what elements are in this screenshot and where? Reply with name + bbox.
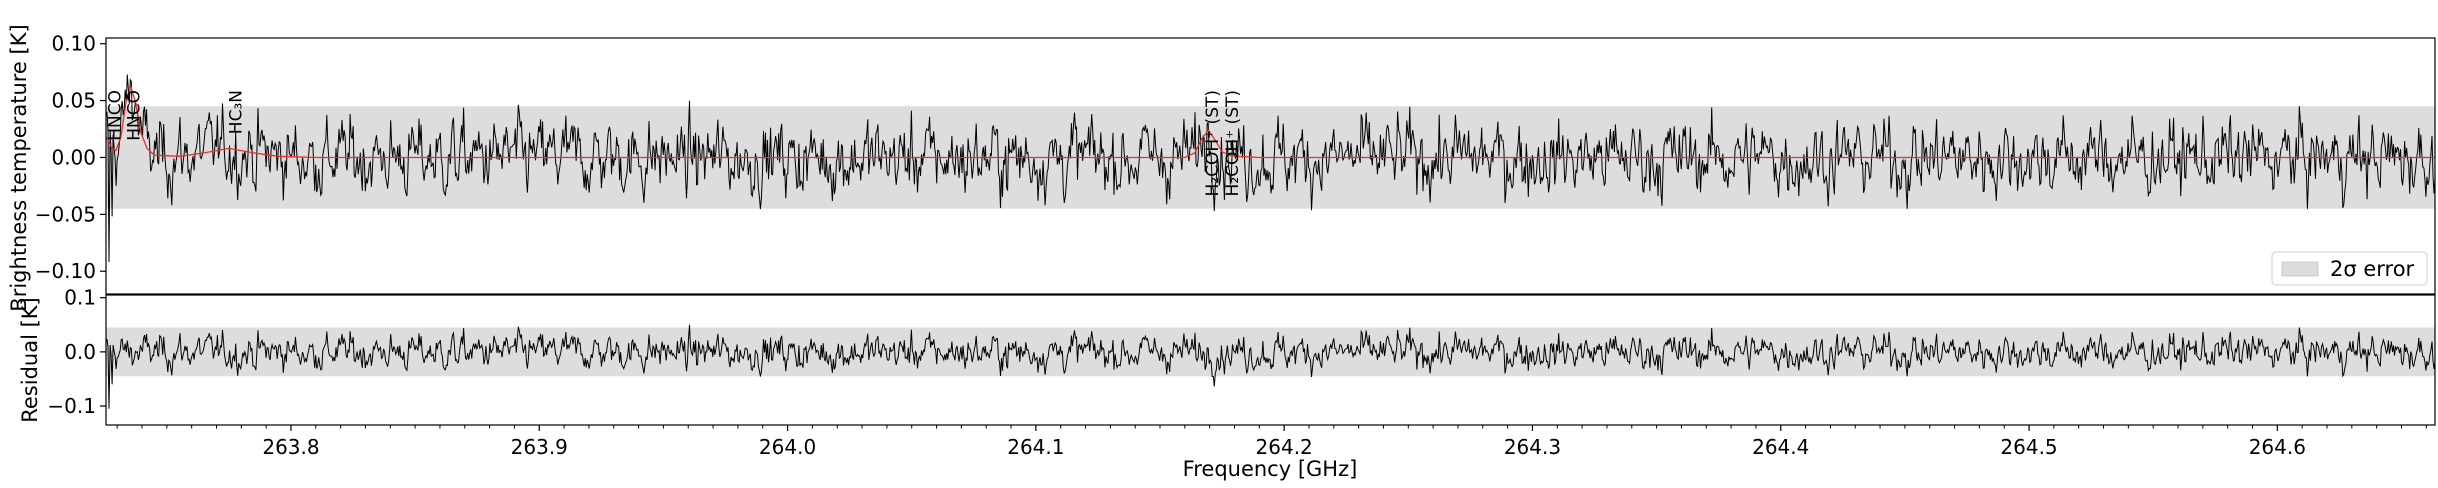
line-label: HNCO [106, 90, 126, 141]
x-tick-label: 264.3 [1504, 435, 1561, 459]
frequency-x-axis: 263.8 263.9 264.0 264.1 264.2 264.3 264.4 264.5… [116, 425, 2427, 459]
residual-frame [105, 294, 2436, 426]
frequency-x-axis-label: Frequency [GHz] [1183, 457, 1358, 481]
spectrum-y-tick-label: −0.10 [35, 259, 96, 283]
line-label: HC₃N [227, 90, 247, 134]
legend-frame [2271, 251, 2428, 286]
residual-panel: 0.1 0.0 −0.1 263.8 263.9 264.0 264.1 264.2 264.… [18, 286, 2436, 481]
x-tick-label: 264.1 [1007, 435, 1064, 459]
spectrum-y-tick-label: −0.05 [35, 202, 96, 226]
spectrum-y-tick-label: 0.05 [51, 89, 96, 113]
x-tick-label: 264.5 [2000, 435, 2057, 459]
x-tick-label: 264.2 [1256, 435, 1313, 459]
x-tick-label: 263.8 [262, 435, 319, 459]
x-tick-label: 264.6 [2249, 435, 2306, 459]
line-label: HNCO [124, 90, 144, 141]
line-label: H₂COH⁺ (ST) [1203, 90, 1223, 196]
legend-swatch-error-band [2281, 261, 2319, 277]
residual-line [106, 324, 2435, 409]
spectrum-y-axis-label: Brightness temperature [K] [7, 24, 31, 311]
model-spectrum-line [106, 84, 2435, 159]
line-label: H₂COH⁺ (ST) [1223, 90, 1243, 196]
residual-y-axis-label: Residual [K] [18, 297, 42, 423]
x-tick-label: 263.9 [511, 435, 568, 459]
legend: 2σ error [2271, 251, 2428, 286]
legend-label-error: 2σ error [2330, 257, 2415, 281]
x-tick-label: 264.0 [759, 435, 816, 459]
residual-y-tick-label: 0.0 [64, 340, 96, 364]
spectrum-frame [105, 37, 2436, 295]
x-tick-label: 264.4 [1752, 435, 1809, 459]
spectrum-y-tick-label: 0.00 [51, 145, 96, 169]
spectrum-y-axis: 0.10 0.05 0.00 −0.05 −0.10 [35, 32, 106, 283]
observed-spectrum-line [106, 74, 2435, 263]
residual-y-tick-label: 0.1 [64, 286, 96, 310]
spectrum-y-tick-label: 0.10 [51, 32, 96, 56]
residual-y-axis: 0.1 0.0 −0.1 [47, 286, 106, 418]
residual-y-tick-label: −0.1 [47, 394, 96, 418]
